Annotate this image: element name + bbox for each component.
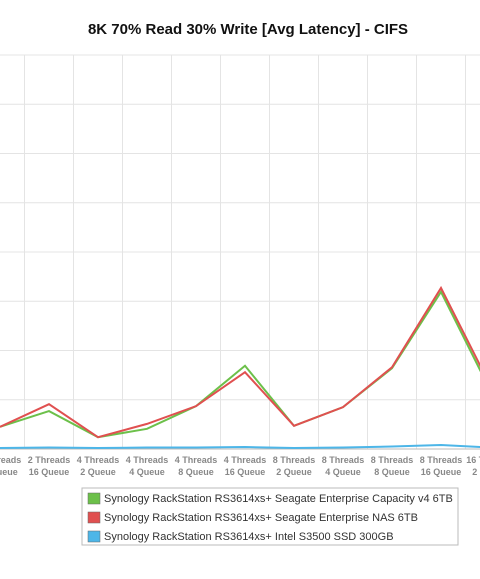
legend-box (81, 487, 459, 546)
legend-swatch (87, 511, 101, 524)
series-line (0, 444, 480, 450)
legend-swatch (87, 492, 101, 505)
legend-label: Synology RackStation RS3614xs+ Seagate E… (104, 512, 418, 524)
x-tick-label: 8 Threads 2 Queue (273, 455, 316, 477)
x-tick-label: 4 Threads 2 Queue (77, 455, 120, 477)
legend-label: Synology RackStation RS3614xs+ Intel S35… (104, 531, 394, 543)
legend-label: Synology RackStation RS3614xs+ Seagate E… (104, 493, 453, 505)
x-tick-label: 8 Threads 8 Queue (371, 455, 414, 477)
x-tick-label: 4 Threads 16 Queue (224, 455, 267, 477)
x-tick-label: 4 Threads 8 Queue (175, 455, 218, 477)
series-line (0, 285, 480, 439)
series-line (0, 289, 480, 439)
legend-swatch (87, 530, 101, 543)
x-tick-label: 8 Threads 4 Queue (322, 455, 365, 477)
x-tick-label: 4 Threads 4 Queue (126, 455, 169, 477)
chart-title: 8K 70% Read 30% Write [Avg Latency] - CI… (88, 21, 408, 38)
x-tick-label: 8 Threads 16 Queue (420, 455, 463, 477)
x-tick-label: 2 Threads 16 Queue (28, 455, 71, 477)
